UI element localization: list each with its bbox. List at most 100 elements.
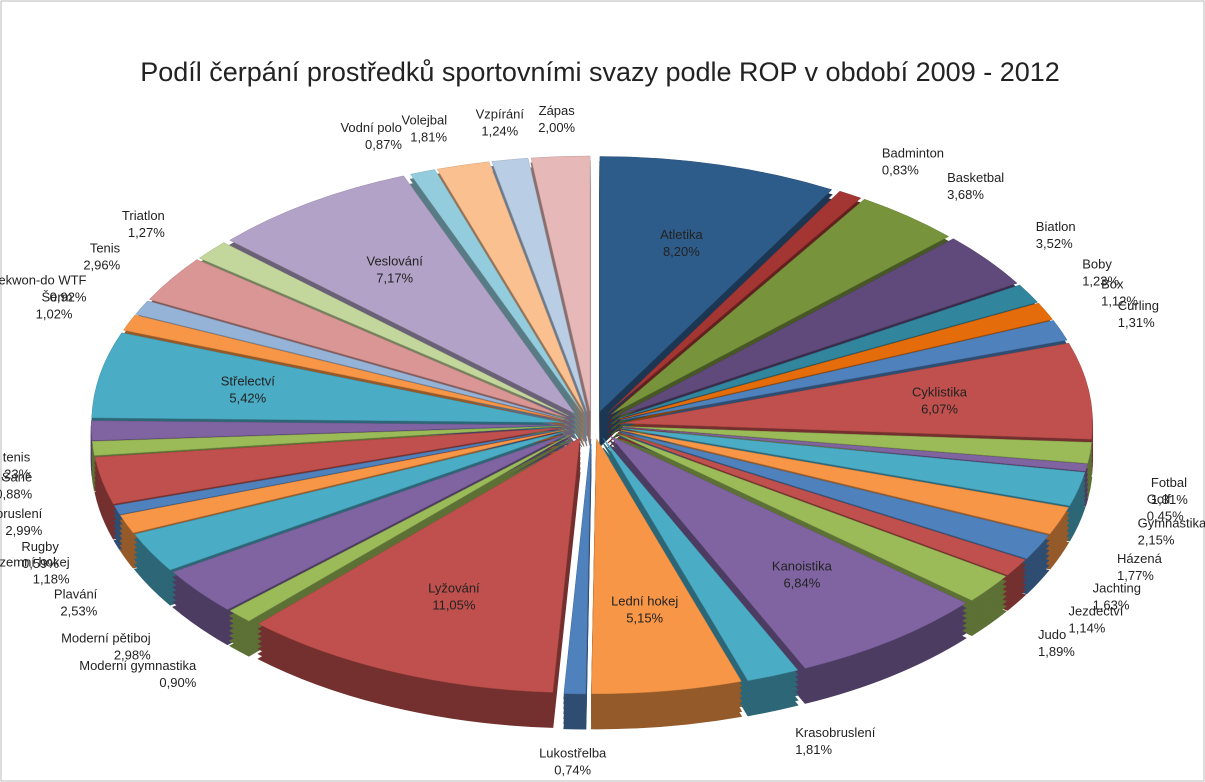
- slice-value-label: 1,31%: [1151, 492, 1188, 507]
- slice-label: Atletika: [660, 227, 703, 242]
- slice-label: Judo: [1038, 627, 1066, 642]
- slice-value-label: 1,89%: [1038, 644, 1075, 659]
- slice-label: Jachting: [1093, 581, 1141, 596]
- slice-label: Vodní polo: [340, 120, 401, 135]
- slice-label: Boby: [1082, 257, 1112, 272]
- slice: [229, 175, 575, 414]
- slice-value-label: 2,53%: [60, 604, 97, 619]
- slice: [611, 198, 950, 415]
- slice-label: Golf: [1147, 491, 1171, 506]
- slice-value-label: 0,92%: [50, 289, 87, 304]
- slice: [91, 425, 562, 456]
- slice-value-label: 3,68%: [947, 187, 984, 202]
- slice: [599, 156, 833, 413]
- slice: [620, 429, 1069, 535]
- slice: [622, 426, 1088, 472]
- slice: [198, 242, 569, 417]
- slice-label: Rugby: [21, 539, 59, 554]
- slice-label: Krasobruslení: [795, 725, 876, 740]
- slice-label: Kanoistika: [772, 559, 833, 574]
- slice: [94, 427, 562, 505]
- slice-value-label: 1,81%: [410, 130, 447, 145]
- slice-value-label: 1,24%: [481, 123, 518, 138]
- slice-value-label: 1,27%: [128, 225, 165, 240]
- slice-value-label: 0,90%: [159, 675, 196, 690]
- slice-value-label: 1,12%: [1101, 294, 1138, 309]
- slice: [91, 332, 562, 423]
- slice-label: Tenis: [90, 240, 121, 255]
- slice-label: Rychlobruslení: [0, 506, 43, 521]
- slice-value-label: 2,00%: [538, 120, 575, 135]
- slice-label: Curling: [1118, 298, 1159, 313]
- slice: [619, 302, 1053, 420]
- slice: [530, 155, 591, 412]
- slice: [113, 429, 563, 515]
- slice: [622, 342, 1093, 440]
- slice-value-label: 6,07%: [921, 401, 958, 416]
- slice-value-label: 0,59%: [22, 556, 59, 571]
- slice-value-label: 1,77%: [1117, 568, 1154, 583]
- slice-value-label: 1,23%: [0, 467, 31, 482]
- slice-label: Stolní tenis: [0, 450, 31, 465]
- slice-label: Šerm: [41, 289, 72, 304]
- slice-label: Moderní pětiboj: [61, 630, 151, 645]
- slice: [622, 426, 1092, 464]
- slice-label: Cyklistika: [912, 384, 968, 399]
- slice-value-label: 6,84%: [783, 576, 820, 591]
- slice-value-label: 1,02%: [36, 306, 73, 321]
- slice: [618, 284, 1038, 419]
- slice-label: Saně: [2, 470, 32, 485]
- slice: [610, 435, 967, 669]
- slice-value-label: 0,45%: [1147, 508, 1184, 523]
- slice-label: Basketbal: [947, 170, 1004, 185]
- slice: [257, 437, 581, 693]
- slice-label: Volejbal: [402, 113, 448, 128]
- slice: [616, 238, 1018, 417]
- slice-value-label: 1,23%: [1082, 274, 1119, 289]
- slice-value-label: 1,18%: [33, 572, 70, 587]
- slice: [148, 259, 567, 418]
- slice: [229, 434, 571, 622]
- slice: [563, 438, 592, 695]
- slice: [619, 431, 1050, 559]
- slice: [602, 437, 799, 681]
- slice-label: Vzpírání: [476, 106, 525, 121]
- slice: [134, 431, 565, 571]
- slice-label: Lukostřelba: [539, 745, 607, 760]
- slice-label: Box: [1101, 277, 1124, 292]
- slice-value-label: 0,87%: [365, 137, 402, 152]
- slice-value-label: 3,52%: [1036, 236, 1073, 251]
- slice-value-label: 2,15%: [1138, 533, 1175, 548]
- slice: [119, 429, 564, 534]
- slice-value-label: 2,96%: [83, 257, 120, 272]
- slice: [410, 169, 582, 412]
- slice-value-label: 11,05%: [432, 598, 476, 613]
- slice: [620, 320, 1068, 421]
- slice-value-label: 1,14%: [1069, 621, 1106, 636]
- slice: [172, 433, 568, 610]
- slice-value-label: 7,17%: [376, 271, 413, 286]
- slice: [616, 433, 1007, 601]
- slice-value-label: 8,20%: [663, 244, 700, 259]
- slice-label: Biatlon: [1036, 219, 1076, 234]
- slice-label: Lední hokej: [611, 594, 678, 609]
- slice-label: Taekwon-do WTF: [0, 272, 87, 287]
- slice: [90, 420, 562, 441]
- slice-label: Moderní gymnastika: [79, 658, 197, 673]
- slice-label: Triatlon: [122, 208, 165, 223]
- slice: [491, 157, 588, 412]
- slice-value-label: 1,63%: [1093, 598, 1130, 613]
- slice-value-label: 0,88%: [0, 487, 33, 502]
- slice: [607, 190, 862, 414]
- slice: [618, 432, 1026, 576]
- slice-value-label: 1,81%: [795, 742, 832, 757]
- chart-title: Podíl čerpání prostředků sportovními sva…: [140, 57, 1060, 87]
- slice-label: Plavání: [54, 587, 98, 602]
- slice-value-label: 5,15%: [626, 611, 663, 626]
- slice-value-label: 0,83%: [882, 163, 919, 178]
- slice-label: Fotbal: [1151, 475, 1187, 490]
- slice-label: Střelectví: [221, 373, 276, 388]
- slice: [591, 437, 742, 695]
- slice-value-label: 2,98%: [114, 647, 151, 662]
